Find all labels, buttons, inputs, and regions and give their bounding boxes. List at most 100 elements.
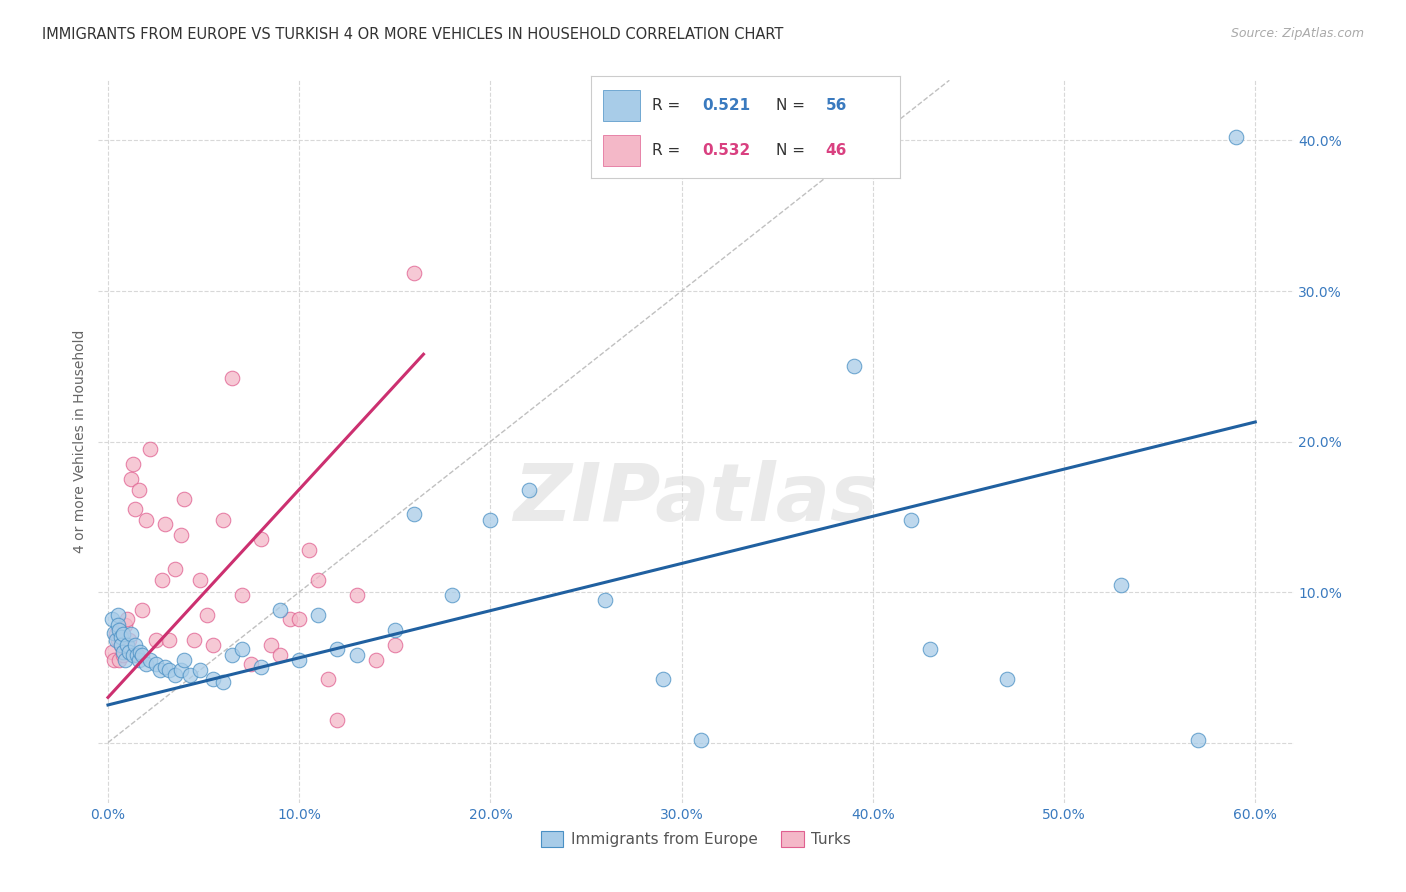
Point [121,457,143,471]
Point [112,627,135,641]
Point [169,528,191,542]
Point [101,612,124,626]
Point [110,630,132,644]
Point [108,623,131,637]
Text: ZIPatlas: ZIPatlas [513,460,879,539]
Point [129,645,152,659]
Point [169,664,191,678]
Point [107,607,129,622]
Point [157,664,180,678]
Point [131,648,153,663]
Point [250,660,273,674]
Point [103,653,125,667]
Point [307,573,329,587]
FancyBboxPatch shape [603,90,640,121]
Point [118,633,141,648]
Point [842,359,865,374]
Point [173,653,195,667]
Point [689,732,711,747]
Point [149,664,172,678]
Point [104,627,127,641]
Point [173,491,195,506]
Point [101,645,124,659]
Point [179,668,201,682]
Legend: Immigrants from Europe, Turks: Immigrants from Europe, Turks [534,825,858,853]
Point [163,562,186,576]
Point [231,588,253,602]
Point [920,642,942,657]
Text: 56: 56 [825,98,846,113]
Text: 0.532: 0.532 [702,144,751,158]
Point [288,612,311,626]
Point [250,533,273,547]
Point [326,642,349,657]
Point [479,513,502,527]
Point [211,513,233,527]
Point [197,607,219,622]
Point [221,648,243,663]
Point [110,638,132,652]
Text: 0.521: 0.521 [702,98,749,113]
FancyBboxPatch shape [603,136,640,166]
Point [135,513,157,527]
Point [114,653,136,667]
Point [593,592,616,607]
Point [125,648,148,663]
Point [1187,732,1209,747]
Point [517,483,540,497]
Point [231,642,253,657]
Point [364,653,387,667]
Point [155,517,177,532]
Point [402,507,425,521]
Point [1225,130,1247,145]
Point [240,657,263,672]
Point [145,633,167,648]
Point [157,633,180,648]
Point [112,648,135,663]
Point [402,266,425,280]
Point [163,668,186,682]
Y-axis label: 4 or more Vehicles in Household: 4 or more Vehicles in Household [73,330,87,553]
Point [202,638,225,652]
Point [298,542,321,557]
Point [288,653,311,667]
Point [107,633,129,648]
Point [259,638,281,652]
Point [125,648,148,663]
Text: N =: N = [776,144,810,158]
Point [115,612,138,626]
Text: N =: N = [776,98,810,113]
Point [145,657,167,672]
Point [107,618,129,632]
Point [188,664,211,678]
Point [346,588,368,602]
Point [128,653,150,667]
Point [114,618,136,632]
Point [103,625,125,640]
Point [124,502,146,516]
Point [316,673,339,687]
Point [155,660,177,674]
Point [1111,577,1133,591]
Point [346,648,368,663]
Point [120,472,142,486]
Point [995,673,1018,687]
Point [269,648,291,663]
Text: IMMIGRANTS FROM EUROPE VS TURKISH 4 OR MORE VEHICLES IN HOUSEHOLD CORRELATION CH: IMMIGRANTS FROM EUROPE VS TURKISH 4 OR M… [42,27,783,42]
Text: R =: R = [652,98,686,113]
Point [120,627,142,641]
Point [108,653,131,667]
Point [269,603,291,617]
Text: Source: ZipAtlas.com: Source: ZipAtlas.com [1230,27,1364,40]
Point [115,638,138,652]
Point [326,713,349,727]
Point [211,675,233,690]
Point [112,645,135,659]
Point [104,633,127,648]
Point [183,633,205,648]
Point [139,442,162,456]
Text: 46: 46 [825,144,846,158]
Point [900,513,922,527]
Point [384,623,406,637]
Point [441,588,464,602]
